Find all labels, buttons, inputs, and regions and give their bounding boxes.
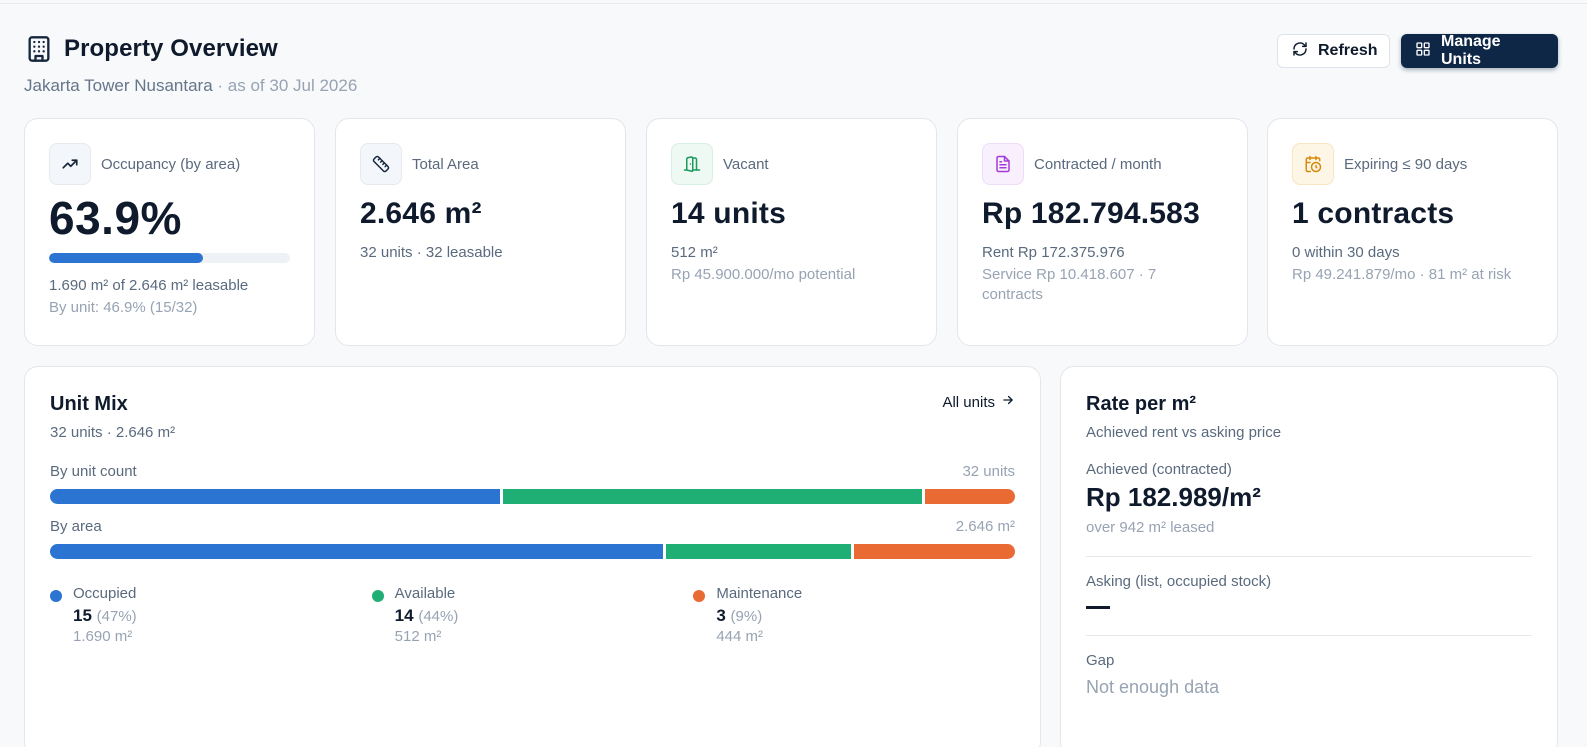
occupancy-progress (49, 253, 290, 263)
vacant-card: Vacant 14 units 512 m² Rp 45.900.000/mo … (646, 118, 937, 346)
page-title: Property Overview (64, 35, 278, 62)
achieved-value: Rp 182.989/m² (1086, 482, 1261, 512)
legend-count-pct: (47%) (96, 608, 137, 625)
area-segment-available (665, 544, 852, 559)
expiring-label: Expiring ≤ 90 days (1344, 155, 1468, 173)
calendar-clock-icon (1292, 143, 1334, 185)
by-area-row: By area 2.646 m² (50, 518, 1015, 535)
occupancy-detail: 1.690 m² of 2.646 m² leasable (49, 277, 249, 294)
occupancy-by-unit: By unit: 46.9% (15/32) (49, 299, 198, 316)
rate-title: Rate per m² (1086, 393, 1197, 415)
manage-units-label: Manage Units (1441, 33, 1501, 68)
by-area-label: By area (50, 518, 102, 535)
asking-label: Asking (list, occupied stock) (1086, 573, 1272, 590)
contracted-rent: Rent Rp 172.375.976 (982, 244, 1125, 261)
area-segment-maintenance (854, 544, 1015, 559)
occupancy-card: Occupancy (by area) 63.9% 1.690 m² of 2.… (24, 118, 315, 346)
by-count-label: By unit count (50, 463, 137, 480)
area-segment-occupied (50, 544, 663, 559)
legend-count-pct: (44%) (418, 608, 459, 625)
total-area-card: Total Area 2.646 m² 32 units · 32 leasab… (335, 118, 626, 346)
rate-divider (1086, 556, 1532, 557)
occupancy-progress-fill (49, 253, 203, 263)
contracted-card: Contracted / month Rp 182.794.583 Rent R… (957, 118, 1248, 346)
as-of-date: · as of 30 Jul 2026 (217, 76, 358, 95)
page-subtitle: Jakarta Tower Nusantara · as of 30 Jul 2… (24, 76, 1558, 96)
legend-count: 15 (47%) (73, 606, 372, 626)
door-open-icon (671, 143, 713, 185)
total-area-value: 2.646 m² (360, 197, 482, 230)
by-count-total: 32 units (962, 463, 1015, 480)
by-area-bar (50, 544, 1015, 559)
grid-icon (1415, 41, 1431, 62)
count-segment-maintenance (925, 489, 1015, 504)
legend-count-pct: (9%) (730, 608, 763, 625)
unit-mix-title: Unit Mix (50, 393, 128, 415)
expiring-30-days: 0 within 30 days (1292, 244, 1400, 261)
count-segment-available (502, 489, 923, 504)
legend-count: 14 (44%) (395, 606, 694, 626)
refresh-label: Refresh (1318, 42, 1378, 59)
ruler-icon (360, 143, 402, 185)
legend-area: 444 m² (716, 628, 764, 645)
arrow-right-icon (1001, 393, 1015, 411)
count-segment-occupied (50, 489, 500, 504)
by-area-total: 2.646 m² (955, 518, 1015, 535)
legend-maintenance: Maintenance 3 (9%) 444 m² (693, 585, 1015, 645)
vacant-area: 512 m² (671, 244, 718, 261)
achieved-label: Achieved (contracted) (1086, 461, 1232, 478)
building-icon (24, 34, 54, 64)
top-divider (0, 3, 1587, 4)
maintenance-dot (693, 590, 706, 602)
expiring-at-risk: Rp 49.241.879/mo · 81 m² at risk (1292, 266, 1512, 283)
total-area-label: Total Area (412, 155, 479, 173)
expiring-value: 1 contracts (1292, 197, 1455, 230)
occupied-dot (50, 590, 62, 602)
by-count-row: By unit count 32 units (50, 463, 1015, 480)
trending-up-icon (49, 143, 91, 185)
all-units-label: All units (942, 393, 995, 411)
contracted-label: Contracted / month (1034, 155, 1162, 173)
contracted-service: Service Rp 10.418.607 · 7 contracts (982, 266, 1157, 303)
manage-units-button[interactable]: Manage Units (1401, 33, 1558, 68)
vacant-potential: Rp 45.900.000/mo potential (671, 266, 856, 283)
page-header: Property Overview Jakarta Tower Nusantar… (24, 33, 1558, 104)
legend-count-value: 3 (716, 606, 726, 625)
legend-name: Maintenance (716, 585, 803, 602)
vacant-label: Vacant (723, 155, 769, 173)
refresh-icon (1292, 41, 1308, 62)
asking-empty-dash (1086, 606, 1110, 609)
gap-label: Gap (1086, 652, 1115, 669)
available-dot (371, 590, 384, 602)
contracted-value: Rp 182.794.583 (982, 197, 1200, 230)
property-name: Jakarta Tower Nusantara (24, 76, 213, 95)
legend-count-value: 15 (73, 606, 92, 625)
unit-mix-subtitle: 32 units · 2.646 m² (50, 424, 176, 441)
by-count-bar (50, 489, 1015, 504)
rate-card: Rate per m² Achieved rent vs asking pric… (1060, 366, 1558, 747)
legend-count: 3 (9%) (716, 606, 1015, 626)
legend-count-value: 14 (394, 606, 414, 625)
rate-subtitle: Achieved rent vs asking price (1086, 424, 1282, 441)
achieved-note: over 942 m² leased (1086, 519, 1215, 536)
expiring-card: Expiring ≤ 90 days 1 contracts 0 within … (1267, 118, 1558, 346)
occupancy-label: Occupancy (by area) (101, 155, 241, 173)
legend-name: Available (394, 585, 456, 602)
legend-name: Occupied (73, 585, 137, 602)
legend-available: Available 14 (44%) 512 m² (371, 585, 694, 645)
gap-value: Not enough data (1086, 677, 1220, 697)
document-icon (982, 143, 1024, 185)
rate-divider (1086, 635, 1532, 636)
unit-mix-legend: Occupied 15 (47%) 1.690 m² Available 14 … (50, 585, 1015, 645)
refresh-button[interactable]: Refresh (1277, 34, 1390, 68)
occupancy-value: 63.9% (49, 192, 182, 244)
legend-area: 1.690 m² (73, 628, 133, 645)
unit-mix-card: Unit Mix 32 units · 2.646 m² All units B… (24, 366, 1041, 747)
legend-area: 512 m² (394, 628, 442, 645)
vacant-value: 14 units (671, 197, 786, 230)
legend-occupied: Occupied 15 (47%) 1.690 m² (50, 585, 372, 645)
total-area-detail: 32 units · 32 leasable (360, 244, 503, 261)
all-units-link[interactable]: All units (942, 393, 1015, 411)
